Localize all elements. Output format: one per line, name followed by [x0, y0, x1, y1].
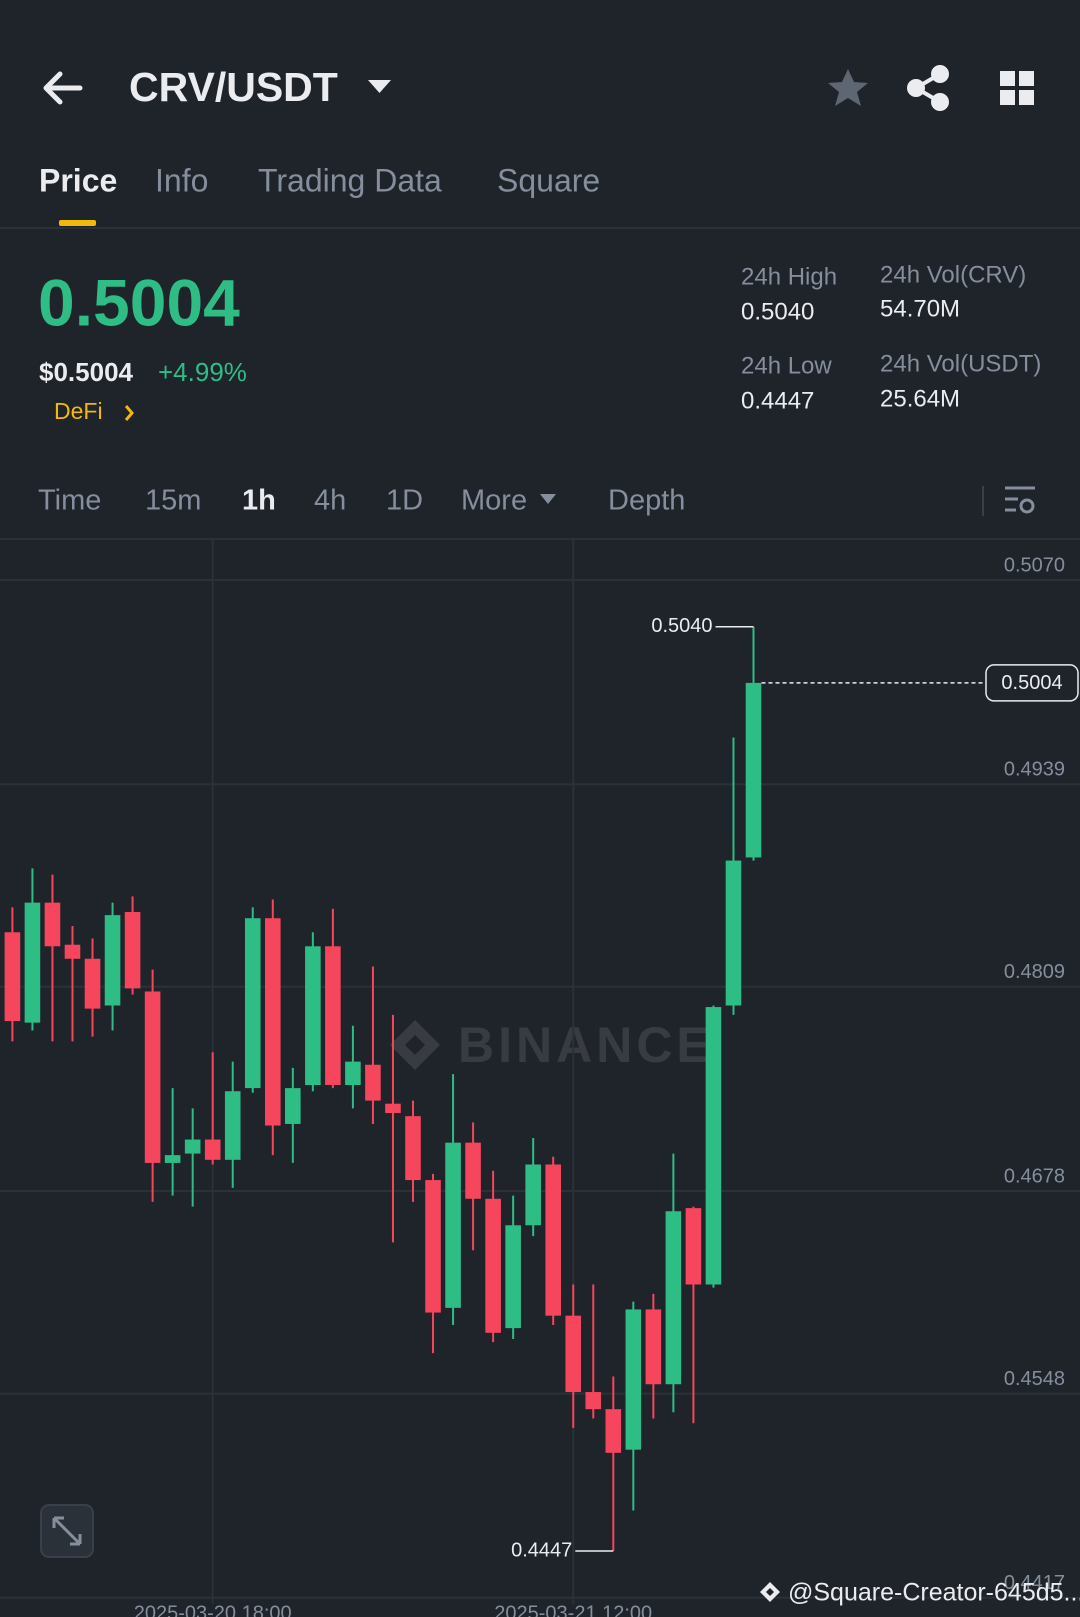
candle-body — [645, 1309, 662, 1385]
expand-button[interactable] — [40, 1504, 94, 1558]
candle-body — [445, 1142, 461, 1308]
candle-body — [505, 1225, 521, 1329]
pair-title[interactable]: CRV/USDT — [129, 64, 338, 110]
stat-label: 24h Vol(USDT) — [880, 350, 1041, 377]
candle-body — [285, 1088, 301, 1124]
candlestick-chart: 2025-03-20 18:00 2025-03-21 12:00 0.5070 0.… — [0, 539, 1080, 1617]
interval[interactable]: 1D — [386, 485, 423, 517]
candle-body — [84, 958, 101, 1009]
candle-body — [64, 944, 81, 959]
tab[interactable]: Square — [497, 162, 600, 198]
tab[interactable]: Info — [155, 162, 208, 198]
annotation-label: 0.4447 — [511, 1539, 572, 1561]
candle-body — [264, 918, 281, 1126]
candle-body — [525, 1164, 541, 1226]
last-price-box — [985, 664, 1079, 702]
x-tick-label: 2025-03-21 12:00 — [494, 1602, 652, 1617]
interval[interactable]: 4h — [314, 485, 346, 517]
candle-body — [625, 1309, 642, 1450]
candle-body — [565, 1315, 582, 1393]
candle-body — [244, 918, 261, 1089]
usd-price: $0.5004 — [39, 357, 134, 387]
price-change: +4.99% — [158, 357, 247, 387]
candle-body — [224, 1091, 241, 1160]
candle-body — [4, 932, 21, 1022]
interval[interactable]: 1h — [242, 485, 276, 517]
candle-body — [465, 1142, 481, 1199]
last-price: 0.5004 — [38, 265, 240, 339]
stat-value: 25.64M — [880, 385, 960, 412]
tab-indicator — [59, 220, 96, 226]
credit: @Square-Creator-645d5... — [788, 1579, 1080, 1607]
candle-body — [144, 991, 161, 1163]
share-icon[interactable] — [907, 65, 949, 111]
stat-label: 24h High — [741, 263, 837, 290]
candle-body — [425, 1180, 441, 1313]
interval[interactable]: Time — [38, 485, 101, 517]
candle-body — [365, 1064, 381, 1101]
candle-body — [325, 946, 341, 1085]
candle-body — [305, 946, 321, 1085]
candle-body — [405, 1116, 421, 1181]
chevron — [124, 405, 134, 421]
candle-body — [585, 1392, 602, 1410]
candle-body — [164, 1155, 181, 1163]
interval[interactable]: More — [461, 485, 527, 517]
candle-body — [385, 1103, 401, 1114]
more-dropdown[interactable] — [540, 494, 556, 504]
grid-icon[interactable] — [1000, 71, 1034, 105]
credit-icon — [760, 1582, 780, 1602]
favorite-icon[interactable] — [828, 69, 868, 106]
y-tick-label: 0.4939 — [1004, 758, 1065, 780]
watermark: BINANCE — [390, 1017, 714, 1073]
candle-body — [745, 682, 762, 858]
candle-body — [665, 1211, 682, 1385]
pair-dropdown[interactable] — [368, 80, 391, 93]
annotation-label: 0.5040 — [651, 615, 712, 637]
y-tick-label: 0.4678 — [1004, 1165, 1065, 1187]
candle-body — [184, 1139, 201, 1154]
interval[interactable]: 15m — [145, 485, 201, 517]
candle-body — [545, 1164, 562, 1316]
back-button[interactable] — [43, 71, 83, 105]
stat-label: 24h Vol(CRV) — [880, 261, 1026, 288]
candle-body — [104, 915, 121, 1006]
sector-tag[interactable]: DeFi — [54, 398, 103, 424]
y-tick-label: 0.5070 — [1004, 554, 1065, 576]
candle-body — [725, 860, 742, 1006]
interval[interactable]: Depth — [608, 485, 685, 517]
chart-settings-icon[interactable] — [1005, 486, 1035, 514]
stat-value: 0.5040 — [741, 298, 814, 325]
y-tick-label: 0.4548 — [1004, 1368, 1065, 1390]
tab[interactable]: Price — [39, 162, 117, 198]
candle-body — [44, 902, 61, 947]
candle-body — [705, 1007, 722, 1285]
candle-body — [345, 1061, 361, 1085]
tab[interactable]: Trading Data — [258, 162, 442, 198]
y-tick-label: 0.4417 — [1004, 1572, 1065, 1594]
x-tick-label: 2025-03-20 18:00 — [134, 1602, 292, 1617]
candle-body — [24, 902, 41, 1023]
candle-body — [204, 1139, 221, 1160]
candle-body — [685, 1208, 702, 1285]
stat-value: 54.70M — [880, 295, 960, 322]
candle-body — [485, 1198, 501, 1333]
watermark-text: BINANCE — [458, 1017, 714, 1073]
stat-label: 24h Low — [741, 352, 832, 379]
last-price-label: 0.5004 — [1001, 672, 1062, 694]
candle-body — [124, 911, 141, 989]
stat-value: 0.4447 — [741, 387, 814, 414]
candle-body — [605, 1409, 622, 1453]
y-tick-label: 0.4809 — [1004, 961, 1065, 983]
